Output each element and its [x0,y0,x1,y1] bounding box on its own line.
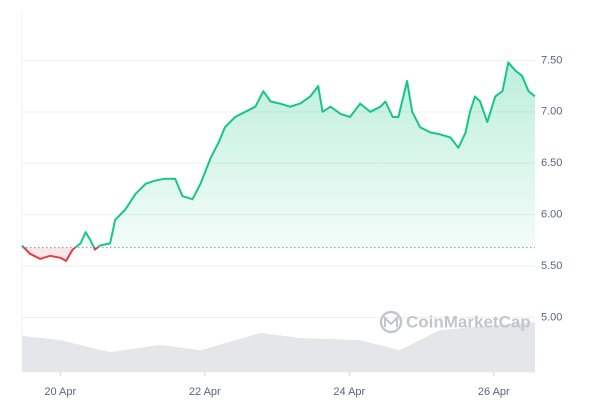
x-tick-label: 24 Apr [333,386,365,398]
y-tick-label: 5.50 [541,260,562,272]
y-tick-label: 7.50 [541,54,562,66]
watermark: CoinMarketCap [406,312,531,331]
x-tick-label: 20 Apr [44,386,76,398]
y-tick-label: 6.50 [541,157,562,169]
watermark-logo [379,310,403,334]
y-tick-label: 5.00 [541,311,562,323]
price-line [21,61,536,262]
y-tick-label: 7.00 [541,106,562,118]
x-tick-label: 26 Apr [478,386,510,398]
x-tick-label: 22 Apr [189,386,221,398]
price-area [22,62,535,261]
volume-area [22,322,535,372]
y-tick-label: 6.00 [541,209,562,221]
